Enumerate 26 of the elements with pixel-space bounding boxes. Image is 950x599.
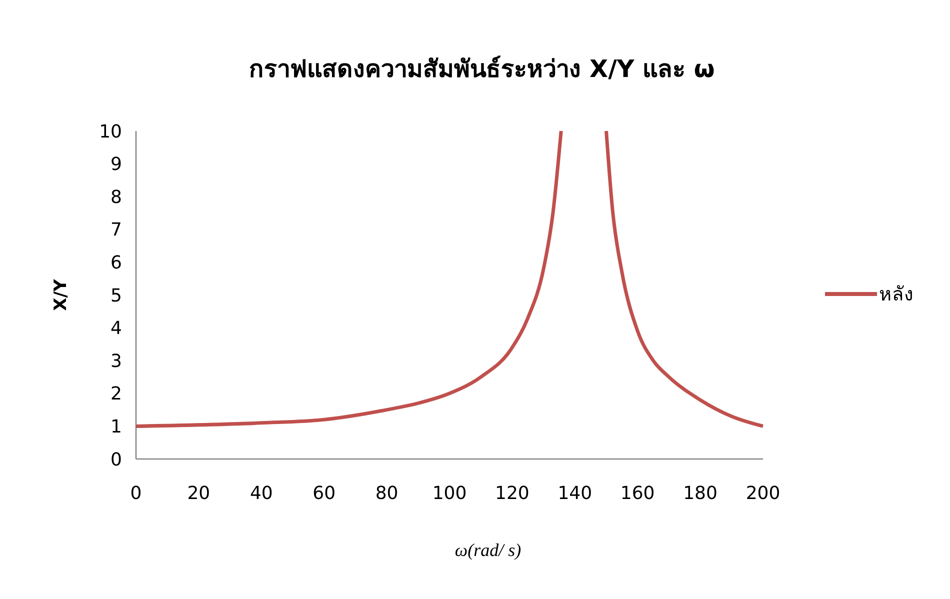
x-tick-label: 200 xyxy=(746,483,780,504)
x-tick-label: 40 xyxy=(250,483,273,504)
y-tick-label: 7 xyxy=(110,220,122,241)
legend-label: หลัง xyxy=(879,284,913,306)
y-axis-title: X/Y xyxy=(51,278,71,311)
y-tick-label: 10 xyxy=(99,121,122,142)
x-tick-label: 120 xyxy=(495,483,530,504)
y-tick-label: 5 xyxy=(110,285,122,306)
y-tick-label: 6 xyxy=(110,252,122,274)
y-tick-label: 9 xyxy=(110,154,122,176)
x-axis-title: ω(rad/ s) xyxy=(454,540,522,560)
y-tick-label: 8 xyxy=(110,186,122,208)
y-tick-label: 0 xyxy=(110,449,122,470)
x-tick-label: 160 xyxy=(620,483,655,504)
x-tick-label: 100 xyxy=(432,483,467,504)
x-tick-label: 140 xyxy=(558,483,592,504)
x-tick-label: 180 xyxy=(683,483,718,504)
x-tick-label: 80 xyxy=(375,483,398,504)
chart-title: กราฟแสดงความสัมพันธ์ระหว่าง X/Y และ ω xyxy=(249,55,715,83)
y-tick-label: 4 xyxy=(110,318,122,340)
y-tick-label: 3 xyxy=(110,350,122,372)
x-tick-label: 20 xyxy=(187,483,210,504)
x-tick-label: 0 xyxy=(130,483,142,504)
y-tick-label: 2 xyxy=(110,384,122,405)
y-tick-label: 1 xyxy=(110,416,122,438)
x-tick-label: 60 xyxy=(312,483,336,504)
